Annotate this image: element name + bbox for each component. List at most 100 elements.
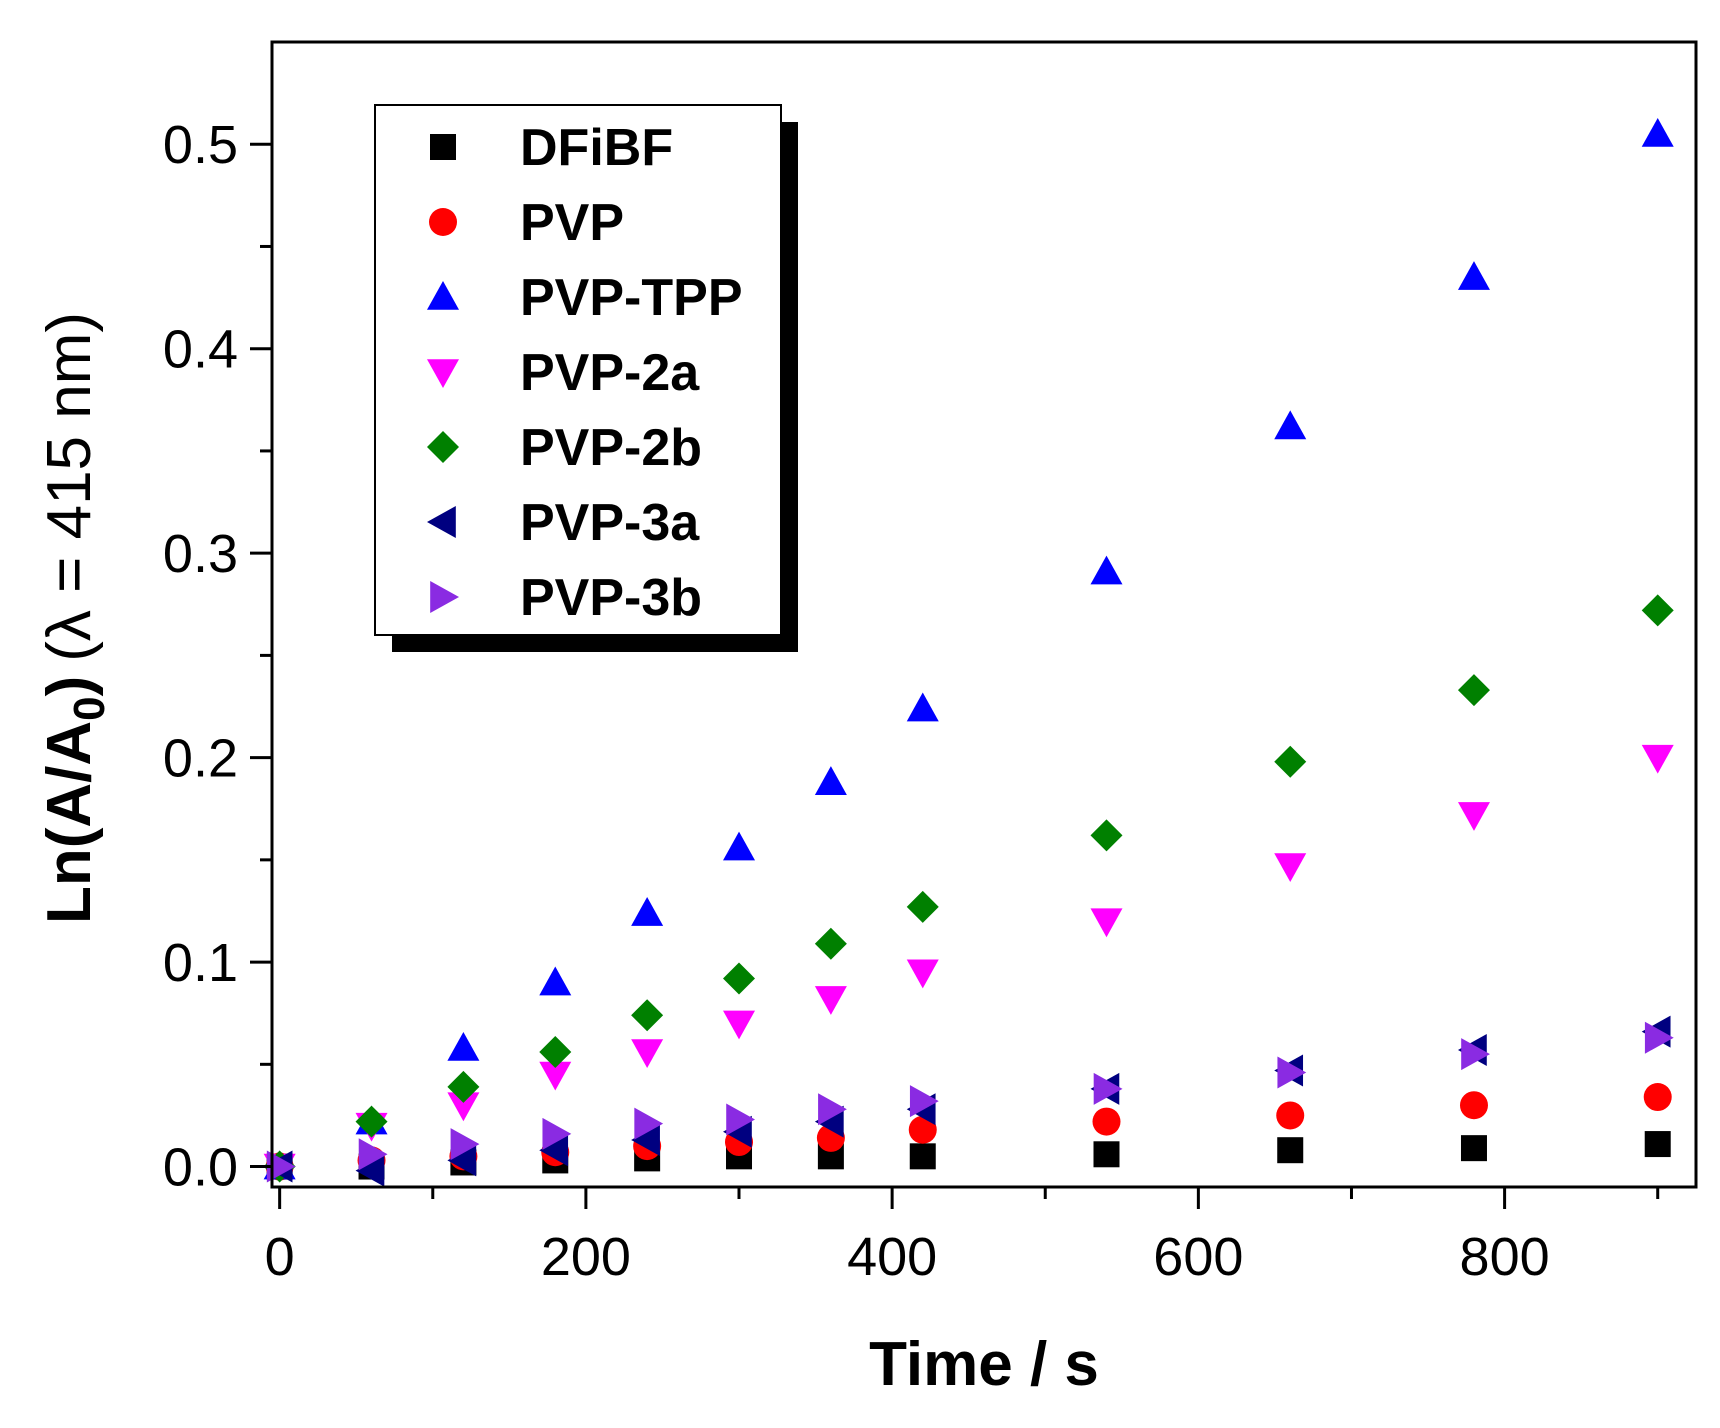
legend-label: PVP — [520, 194, 624, 252]
legend-marker — [430, 134, 456, 160]
data-point — [814, 766, 847, 795]
data-point — [1641, 744, 1674, 774]
legend-label: PVP-TPP — [520, 269, 743, 327]
data-point — [1090, 908, 1123, 938]
legend-label: PVP-3a — [520, 494, 700, 552]
y-tick-label: 0.0 — [163, 1138, 238, 1198]
data-point — [1461, 1038, 1490, 1071]
data-point — [631, 1123, 660, 1156]
data-markers — [263, 118, 1674, 1187]
data-point — [539, 1134, 569, 1167]
series-pvp-2b — [263, 594, 1674, 1183]
data-point — [355, 1154, 385, 1187]
data-point — [1274, 853, 1307, 882]
legend-marker — [430, 581, 459, 613]
x-tick-label: 200 — [541, 1227, 631, 1287]
legend-marker — [427, 431, 459, 463]
y-tick-label: 0.1 — [163, 933, 238, 993]
data-point — [447, 1031, 480, 1061]
data-point — [539, 1036, 572, 1069]
y-axis-title-close: ) — [35, 676, 104, 697]
data-point — [631, 1039, 664, 1069]
legend-marker — [429, 208, 457, 236]
data-point — [1090, 819, 1123, 852]
data-point — [631, 897, 664, 926]
data-point — [906, 692, 939, 722]
x-tick-label: 400 — [847, 1227, 937, 1287]
data-point — [1457, 674, 1490, 707]
data-point — [634, 1107, 664, 1140]
data-point — [539, 966, 572, 996]
data-point — [1641, 594, 1674, 627]
legend-item: PVP-3b — [430, 569, 702, 627]
legend-label: PVP-2a — [520, 344, 700, 402]
legend-label: PVP-2b — [520, 419, 702, 477]
data-point — [539, 1061, 572, 1091]
data-point — [814, 986, 847, 1015]
legend-item: PVP — [429, 194, 624, 252]
x-axis-title: Time / s — [869, 1330, 1099, 1399]
data-point — [1644, 1131, 1671, 1158]
legend-item: PVP-2b — [427, 419, 702, 477]
data-point — [1457, 261, 1490, 290]
data-point — [355, 1105, 388, 1138]
data-point — [1643, 1083, 1672, 1112]
y-tick-label: 0.4 — [163, 320, 238, 380]
axis-tick-labels: 0 200 400 600 800 0.0 0.1 0.2 0.3 0.4 0.5 — [163, 115, 1550, 1287]
data-point — [1460, 1135, 1487, 1162]
data-point — [723, 831, 756, 861]
plot-frame — [270, 40, 1698, 1189]
data-point — [447, 1070, 480, 1103]
y-tick-label: 0.2 — [163, 729, 238, 789]
data-point — [1274, 410, 1307, 440]
legend-marker — [427, 359, 459, 388]
data-point — [447, 1092, 480, 1122]
x-tick-label: 600 — [1153, 1227, 1243, 1287]
data-point — [542, 1117, 572, 1150]
data-point — [1093, 1072, 1123, 1105]
legend-marker — [427, 506, 456, 538]
data-point — [1457, 802, 1490, 831]
legend-item: PVP-3a — [427, 494, 700, 552]
data-point — [909, 1143, 936, 1170]
data-point — [1276, 1101, 1305, 1130]
legend-item: PVP-2a — [427, 344, 700, 402]
axis-ticks — [250, 142, 1660, 1209]
y-tick-label: 0.5 — [163, 115, 238, 175]
data-point — [909, 1085, 939, 1118]
legend-items: DFiBF PVP PVP-TPP PVP-2a PVP-2b PVP-3a PVP-3b — [427, 119, 743, 627]
legend-item: PVP-TPP — [427, 269, 743, 327]
legend-box — [374, 104, 782, 636]
series-pvp-3b — [266, 1021, 1674, 1183]
data-point — [723, 1010, 756, 1040]
legend-label: DFiBF — [520, 119, 673, 177]
data-point — [906, 890, 939, 923]
data-point — [1090, 555, 1123, 585]
legend-label: PVP-3b — [520, 569, 702, 627]
legend-item: DFiBF — [430, 119, 673, 177]
data-point — [1277, 1137, 1304, 1164]
y-tick-label: 0.3 — [163, 524, 238, 584]
data-point — [1274, 745, 1307, 778]
data-point — [906, 959, 939, 989]
y-axis-title-subscript: 0 — [65, 696, 114, 720]
data-point — [814, 927, 847, 960]
data-point — [631, 999, 664, 1032]
data-point — [1092, 1107, 1121, 1136]
data-point — [723, 962, 756, 995]
data-point — [1459, 1091, 1488, 1120]
data-point — [447, 1144, 477, 1177]
x-tick-label: 800 — [1460, 1227, 1550, 1287]
data-point — [266, 1150, 296, 1183]
legend-marker — [427, 281, 459, 310]
legend: DFiBF PVP PVP-TPP PVP-2a PVP-2b PVP-3a PVP-3b — [374, 104, 798, 652]
y-axis-title-main: Ln(A/A — [35, 721, 104, 924]
data-point — [1641, 118, 1674, 147]
data-point — [726, 1103, 756, 1136]
data-point — [1644, 1021, 1674, 1054]
y-axis-title: Ln(A/A0) (λ = 415 nm) — [35, 312, 114, 924]
data-point — [818, 1093, 847, 1126]
